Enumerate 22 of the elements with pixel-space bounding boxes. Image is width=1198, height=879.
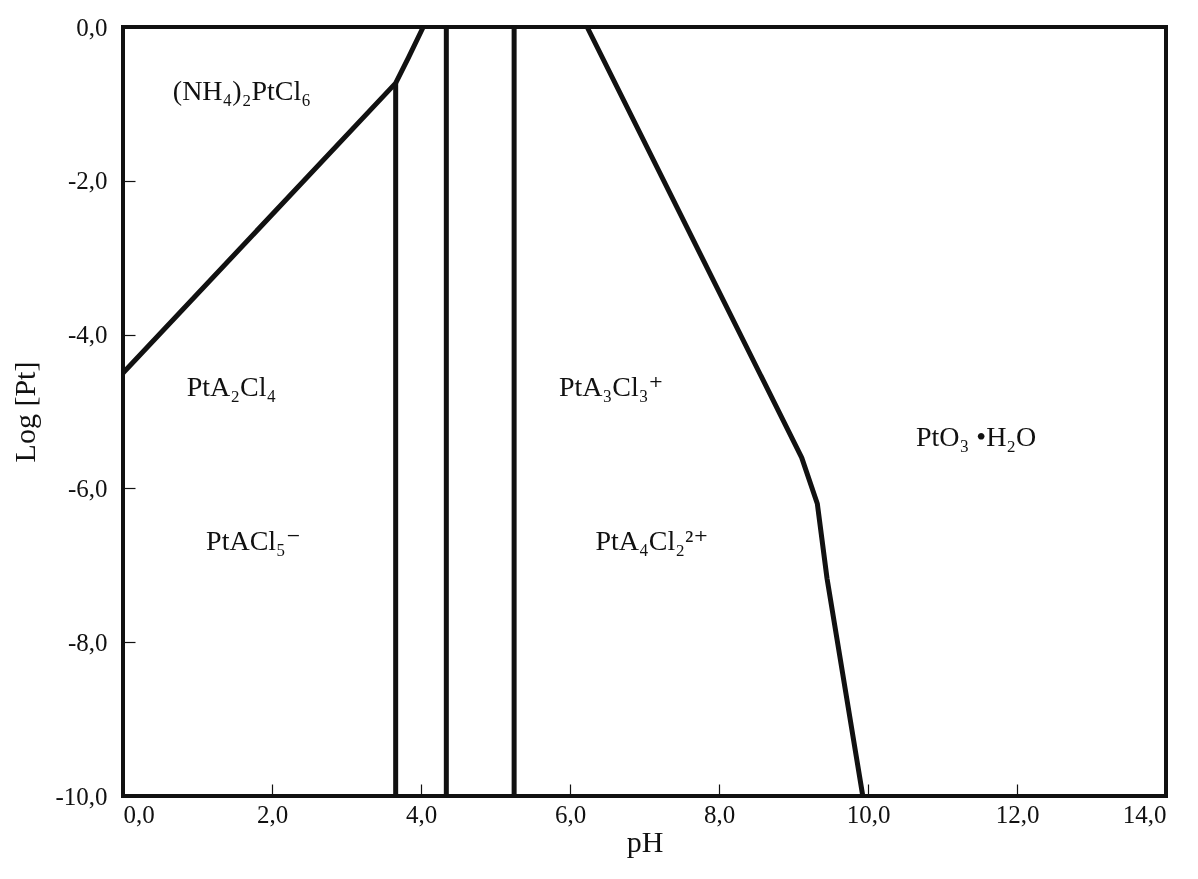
- annotation: PtA₂Cl₄: [186, 371, 277, 403]
- annotation: PtACl₅⁻: [206, 525, 301, 557]
- x-tick-label: 12,0: [995, 800, 1040, 828]
- annotation: PtA₄Cl₂²⁺: [595, 525, 709, 557]
- x-tick-label: 2,0: [256, 800, 289, 828]
- y-axis-title: Log [Pt]: [8, 361, 42, 463]
- annotation: PtO₃ •H₂O: [916, 421, 1037, 453]
- x-tick-label: 8,0: [703, 800, 736, 828]
- x-tick-label: 0,0: [123, 800, 155, 828]
- x-tick-label: 14,0: [1122, 800, 1167, 828]
- annotation: PtA₃Cl₃⁺: [558, 371, 664, 403]
- y-tick-label: 0,0: [76, 13, 108, 41]
- x-axis-title: pH: [626, 824, 664, 858]
- x-tick-label: 4,0: [405, 800, 438, 828]
- annotation: (NH₄)₂PtCl₆: [172, 75, 311, 107]
- y-tick-label: -2,0: [67, 167, 108, 195]
- y-tick-label: -6,0: [67, 474, 108, 502]
- x-tick-label: 6,0: [554, 800, 587, 828]
- y-tick-label: -10,0: [55, 782, 108, 810]
- y-tick-label: -4,0: [67, 321, 108, 349]
- y-tick-label: -8,0: [67, 628, 108, 656]
- x-tick-label: 10,0: [846, 800, 891, 828]
